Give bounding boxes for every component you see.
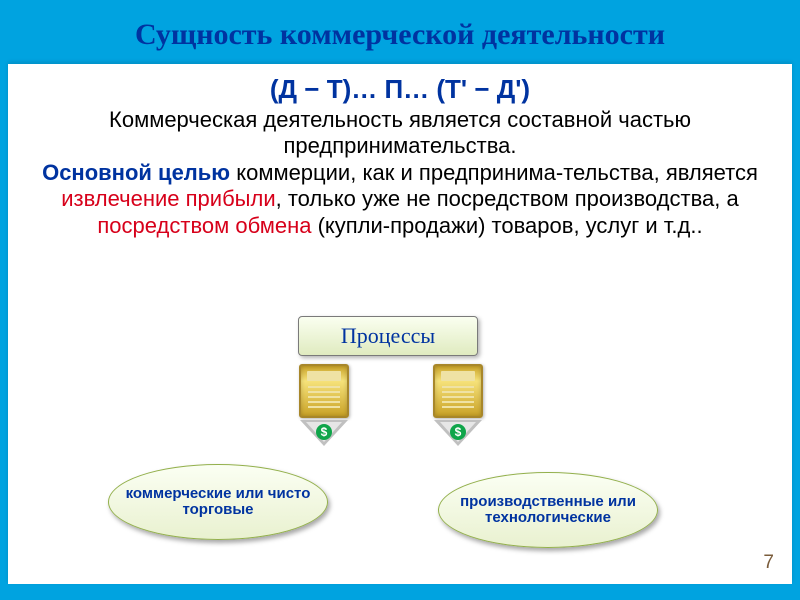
gold-block-icon: [433, 364, 483, 418]
body-seg1: коммерции, как и предпринима-тельства, я…: [230, 160, 758, 185]
oval-production: производственные или технологические: [438, 472, 658, 548]
gold-arrow-left-icon: $: [294, 364, 354, 454]
content-panel: (Д − Т)… П… (Т' − Д') Коммерческая деяте…: [8, 64, 792, 584]
slide-title: Сущность коммерческой деятельности: [20, 18, 780, 52]
gold-block-icon: [299, 364, 349, 418]
dollar-icon: $: [450, 424, 466, 440]
profit-phrase: извлечение прибыли: [61, 186, 275, 211]
oval-left-label: коммерческие или чисто торговые: [119, 486, 317, 519]
page-number: 7: [763, 552, 774, 574]
process-box: Процессы: [298, 316, 478, 356]
down-arrow-icon: $: [434, 420, 482, 446]
oval-commercial: коммерческие или чисто торговые: [108, 464, 328, 540]
formula-text: (Д − Т)… П… (Т' − Д'): [26, 74, 774, 105]
down-arrow-icon: $: [300, 420, 348, 446]
goal-label: Основной целью: [42, 160, 230, 185]
exchange-phrase: посредством обмена: [97, 213, 311, 238]
dollar-icon: $: [316, 424, 332, 440]
title-bar: Сущность коммерческой деятельности: [0, 0, 800, 64]
body-seg2: , только уже не посредством производства…: [276, 186, 739, 211]
oval-right-label: производственные или технологические: [449, 494, 647, 527]
gold-arrow-right-icon: $: [428, 364, 488, 454]
body-text: Коммерческая деятельность является соста…: [26, 107, 774, 239]
body-seg3: (купли-продажи) товаров, услуг и т.д..: [311, 213, 702, 238]
body-line1: Коммерческая деятельность является соста…: [109, 107, 691, 158]
slide: Сущность коммерческой деятельности (Д − …: [0, 0, 800, 600]
